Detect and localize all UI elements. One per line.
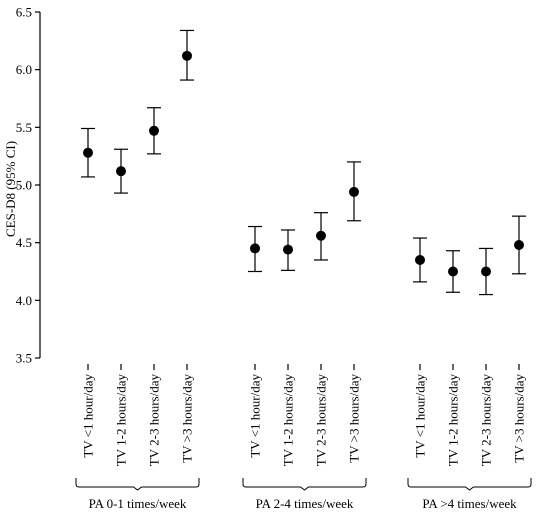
category-label: TV <1 hour/day <box>413 374 428 458</box>
y-tick-label: 6.0 <box>16 62 32 77</box>
category-label: TV 1-2 hours/day <box>446 374 461 467</box>
data-point <box>316 230 326 241</box>
category-label: TV >3 hours/day <box>512 374 527 463</box>
data-point <box>250 243 260 254</box>
data-point <box>448 266 458 277</box>
data-point <box>83 147 93 158</box>
category-label: TV 1-2 hours/day <box>281 374 296 467</box>
y-tick-label: 4.5 <box>16 235 32 250</box>
category-label: TV 2-3 hours/day <box>147 374 162 467</box>
category-label: TV 2-3 hours/day <box>314 374 329 467</box>
data-point <box>182 50 192 61</box>
plot-area: 3.5 4.0 4.5 5.0 5.5 6.0 6.5 CES-D8 (95% CI) TV <… <box>3 5 532 511</box>
category-label: TV <1 hour/day <box>248 374 263 458</box>
data-point <box>415 254 425 265</box>
category-label: TV >3 hours/day <box>347 374 362 463</box>
data-point <box>149 125 159 136</box>
group-label: PA >4 times/week <box>422 496 517 511</box>
data-point <box>283 244 293 255</box>
group-label: PA 0-1 times/week <box>89 496 187 511</box>
category-label: TV <1 hour/day <box>81 374 96 458</box>
y-tick-label: 5.5 <box>16 120 32 135</box>
category-label: TV 2-3 hours/day <box>479 374 494 467</box>
y-tick-label: 3.5 <box>16 351 32 366</box>
group-bracket <box>242 478 367 491</box>
y-axis-label: CES-D8 (95% CI) <box>3 141 18 237</box>
data-point <box>481 266 491 277</box>
y-tick-label: 4.0 <box>16 293 32 308</box>
data-point <box>349 186 359 197</box>
y-tick-label: 6.5 <box>16 5 32 20</box>
data-point <box>116 166 126 177</box>
category-label: TV >3 hours/day <box>180 374 195 463</box>
data-point <box>514 239 524 250</box>
group-label: PA 2-4 times/week <box>256 496 354 511</box>
y-tick-label: 5.0 <box>16 178 32 193</box>
group-bracket <box>75 478 200 491</box>
category-label: TV 1-2 hours/day <box>114 374 129 467</box>
group-bracket <box>407 478 532 491</box>
